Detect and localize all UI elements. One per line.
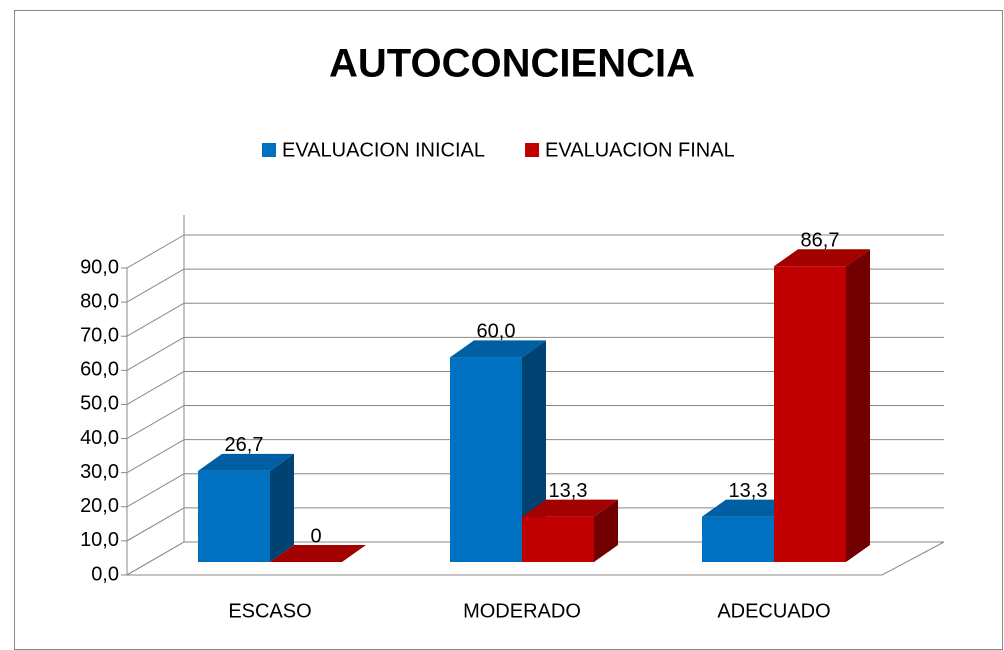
grid-line bbox=[126, 473, 185, 508]
y-tick-label: 80,0 bbox=[80, 290, 119, 312]
data-label: 60,0 bbox=[477, 321, 516, 343]
grid-line bbox=[126, 234, 185, 269]
data-label: 26,7 bbox=[225, 434, 264, 456]
grid-line bbox=[126, 507, 185, 542]
legend: EVALUACION INICIAL EVALUACION FINAL bbox=[262, 139, 735, 161]
grid-line bbox=[126, 302, 185, 337]
bar-front bbox=[522, 516, 594, 562]
x-tick-label: ESCASO bbox=[228, 600, 311, 622]
data-label: 0 bbox=[310, 525, 321, 547]
bar-side bbox=[270, 453, 294, 562]
y-tick-label: 60,0 bbox=[80, 359, 119, 381]
y-tick-label: 10,0 bbox=[80, 529, 119, 551]
legend-swatch bbox=[525, 143, 540, 157]
y-tick-label: 0,0 bbox=[91, 563, 119, 585]
grid-line bbox=[126, 336, 185, 371]
y-tick-label: 90,0 bbox=[80, 256, 119, 278]
y-tick-label: 70,0 bbox=[80, 325, 119, 347]
bar-top bbox=[774, 249, 870, 267]
x-tick-label: MODERADO bbox=[463, 600, 581, 622]
data-label: 86,7 bbox=[801, 230, 840, 252]
bar-top bbox=[270, 545, 366, 562]
legend-swatch bbox=[262, 143, 276, 157]
legend-label: EVALUACION FINAL bbox=[545, 139, 735, 161]
grid-line bbox=[126, 371, 185, 405]
legend-label: EVALUACION INICIAL bbox=[282, 139, 485, 161]
bar-side bbox=[846, 249, 870, 563]
chart-title: AUTOCONCIENCIA bbox=[329, 42, 695, 86]
bar-front bbox=[774, 266, 846, 562]
bar-top bbox=[198, 453, 294, 471]
grid-line bbox=[126, 268, 185, 303]
bar-front bbox=[702, 516, 774, 562]
bar-front bbox=[198, 470, 270, 562]
y-tick-label: 40,0 bbox=[80, 427, 119, 449]
bar-top bbox=[522, 499, 618, 517]
bar-side bbox=[594, 499, 618, 562]
y-tick-label: 20,0 bbox=[80, 495, 119, 517]
y-tick-label: 30,0 bbox=[80, 461, 119, 483]
y-tick-label: 50,0 bbox=[80, 393, 119, 415]
grid-line bbox=[126, 405, 185, 439]
data-label: 13,3 bbox=[549, 480, 588, 502]
bar-front bbox=[450, 357, 522, 562]
bar-top bbox=[450, 340, 546, 358]
data-label: 13,3 bbox=[729, 480, 768, 502]
x-tick-label: ADECUADO bbox=[717, 600, 830, 622]
grid-line bbox=[126, 439, 185, 474]
grid-line bbox=[126, 541, 185, 576]
